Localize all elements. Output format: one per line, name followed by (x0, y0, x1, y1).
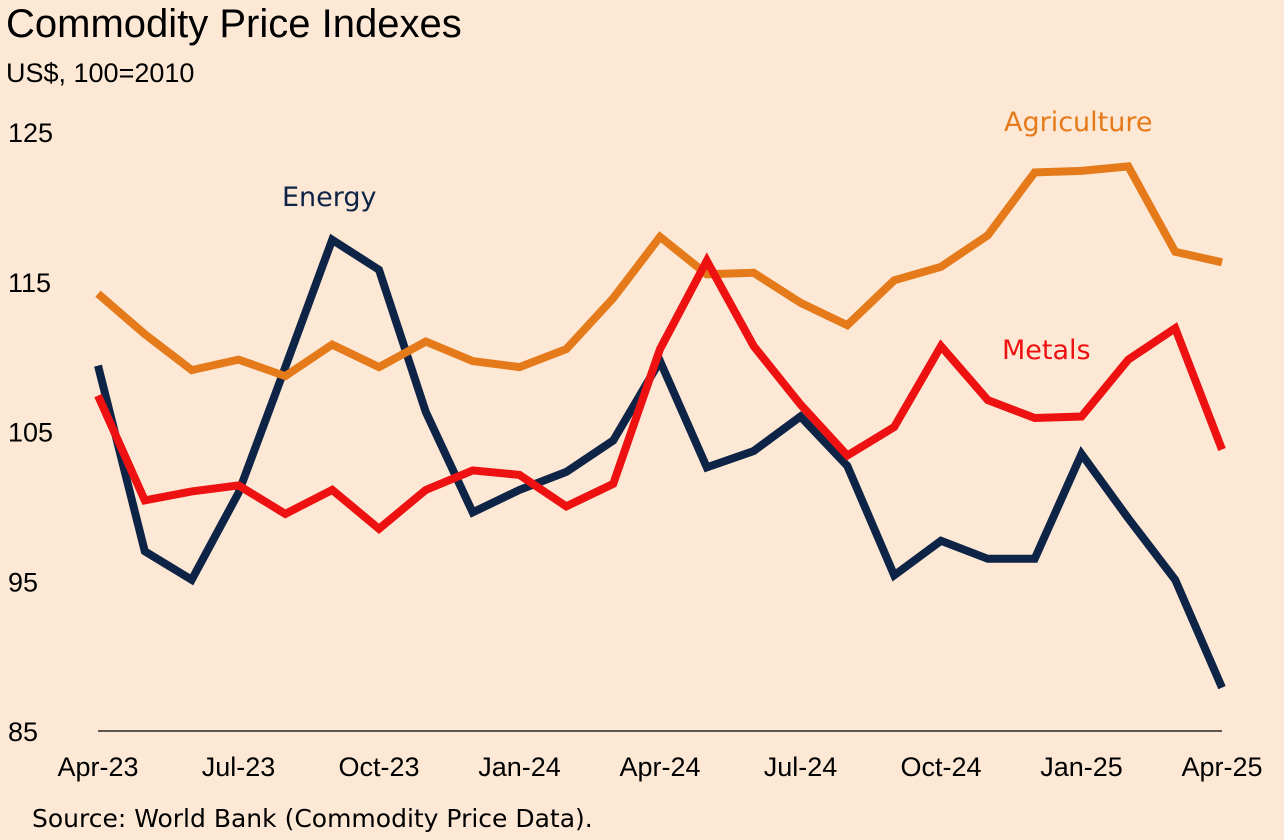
x-tick-label: Jul-24 (764, 752, 838, 782)
series-line-energy (94, 233, 1226, 690)
x-tick-label: Apr-24 (619, 752, 700, 782)
x-tick-label: Jul-23 (202, 752, 276, 782)
series-line-agriculture (95, 162, 1223, 381)
series-label-agriculture: Agriculture (1004, 107, 1153, 138)
y-tick-label: 125 (8, 118, 53, 148)
x-axis-ticks: Apr-23 Jul-23 Oct-23 Jan-24 Apr-24 Jul-24 Oct-… (57, 752, 1262, 782)
source-note: Source: World Bank (Commodity Price Data… (32, 804, 593, 833)
x-tick-label: Jan-24 (478, 752, 561, 782)
x-tick-label: Oct-23 (338, 752, 419, 782)
y-axis-ticks: 85 95 105 115 125 (8, 118, 53, 747)
x-tick-label: Apr-23 (57, 752, 138, 782)
series-lines (94, 162, 1226, 690)
y-tick-label: 95 (8, 567, 38, 597)
chart-subtitle: US$, 100=2010 (6, 58, 195, 88)
chart-title: Commodity Price Indexes (6, 2, 462, 46)
y-tick-label: 115 (8, 268, 51, 298)
series-label-energy: Energy (282, 182, 377, 213)
x-tick-label: Apr-25 (1181, 752, 1262, 782)
y-tick-label: 85 (8, 717, 38, 747)
series-labels: Energy Agriculture Metals (282, 107, 1153, 366)
x-tick-label: Oct-24 (900, 752, 981, 782)
series-line-metals (94, 252, 1226, 535)
x-tick-label: Jan-25 (1040, 752, 1123, 782)
series-label-metals: Metals (1002, 335, 1091, 366)
y-tick-label: 105 (8, 418, 53, 448)
